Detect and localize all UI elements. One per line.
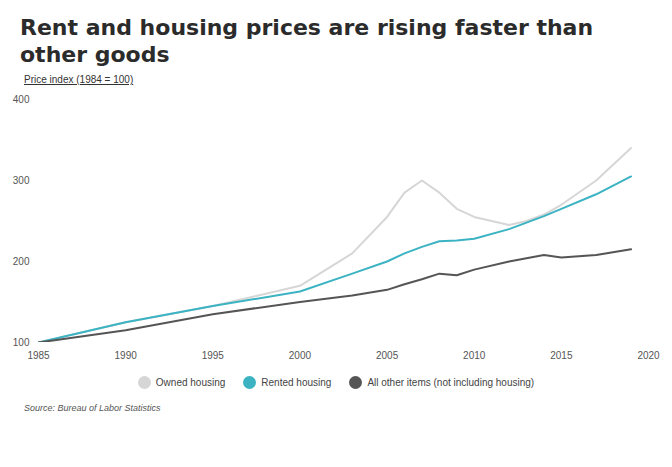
svg-text:400: 400 (13, 94, 30, 105)
svg-text:2005: 2005 (376, 350, 399, 361)
svg-text:2000: 2000 (289, 350, 312, 361)
html-text:Rent and housing prices are ri: Rent and housing prices are rising faste… (20, 15, 594, 67)
html-text:Source: Bureau of Labor Statis: Source: Bureau of Labor Statistics (24, 403, 161, 413)
svg-text:2015: 2015 (550, 350, 573, 361)
svg-text:2010: 2010 (463, 350, 486, 361)
html-text:Price index (1984 = 100): Price index (1984 = 100) (24, 74, 134, 85)
svg-text:1985: 1985 (27, 350, 50, 361)
svg-text:2020: 2020 (637, 350, 660, 361)
html-text:All other items (not including: All other items (not including housing) (367, 377, 535, 388)
svg-text:200: 200 (13, 256, 30, 267)
svg-text:1990: 1990 (115, 350, 138, 361)
svg-text:1995: 1995 (202, 350, 225, 361)
svg-text:100: 100 (13, 337, 30, 348)
html-text:Owned housing: Owned housing (155, 377, 226, 388)
html-text:Rented housing: Rented housing (261, 377, 332, 388)
svg-text:300: 300 (13, 175, 30, 186)
